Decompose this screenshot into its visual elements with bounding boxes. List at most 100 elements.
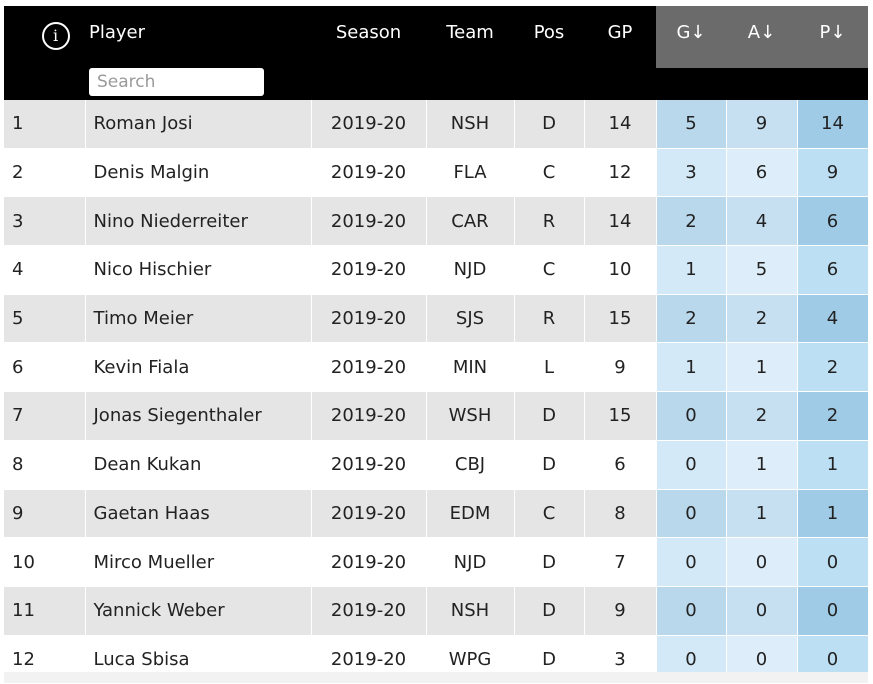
cell-assists: 0: [726, 537, 798, 587]
cell-assists: 1: [726, 342, 798, 393]
filter-cell-assists: [726, 68, 797, 100]
filter-cell-rank: [4, 68, 85, 100]
table-row: 1 Roman Josi 2019-20 NSH D 14 5 9 14: [4, 100, 869, 149]
column-header-player[interactable]: Player: [85, 6, 311, 68]
cell-season: 2019-20: [311, 489, 427, 539]
cell-rank: 5: [4, 294, 86, 344]
cell-player[interactable]: Gaetan Haas: [85, 489, 312, 539]
cell-team: SJS: [426, 294, 515, 344]
cell-goals: 2: [656, 294, 727, 344]
column-header-pos[interactable]: Pos: [514, 6, 584, 68]
table-row: 11 Yannick Weber 2019-20 NSH D 9 0 0 0: [4, 586, 869, 636]
cell-points: 2: [797, 391, 869, 441]
table-body: 1 Roman Josi 2019-20 NSH D 14 5 9 14 2 Denis Malgi…: [4, 100, 869, 684]
cell-pos: R: [514, 294, 585, 344]
cell-points: 6: [797, 196, 869, 247]
cell-season: 2019-20: [311, 342, 427, 393]
cell-pos: D: [514, 391, 585, 441]
column-header-season[interactable]: Season: [311, 6, 426, 68]
cell-pos: L: [514, 342, 585, 393]
cell-gp: 15: [584, 294, 657, 344]
cell-player[interactable]: Kevin Fiala: [85, 342, 312, 393]
cell-team: NJD: [426, 245, 515, 295]
cell-goals: 0: [656, 440, 727, 490]
cell-gp: 8: [584, 489, 657, 539]
cell-rank: 9: [4, 489, 86, 539]
table-row: 7 Jonas Siegenthaler 2019-20 WSH D 15 0 2 2: [4, 391, 869, 441]
cell-assists: 6: [726, 148, 798, 198]
cell-assists: 5: [726, 245, 798, 295]
cell-team: NJD: [426, 537, 515, 587]
cell-goals: 0: [656, 489, 727, 539]
table-row: 8 Dean Kukan 2019-20 CBJ D 6 0 1 1: [4, 440, 869, 490]
info-icon[interactable]: i: [41, 22, 70, 50]
filter-row: [4, 68, 868, 100]
cell-gp: 14: [584, 196, 657, 247]
cell-team: MIN: [426, 342, 515, 393]
cell-rank: 3: [4, 196, 86, 247]
cell-rank: 2: [4, 148, 86, 198]
cell-season: 2019-20: [311, 391, 427, 441]
cell-goals: 0: [656, 537, 727, 587]
cell-player[interactable]: Nino Niederreiter: [85, 196, 312, 247]
cell-player[interactable]: Dean Kukan: [85, 440, 312, 490]
cell-gp: 6: [584, 440, 657, 490]
cell-rank: 1: [4, 100, 86, 149]
cell-points: 1: [797, 440, 869, 490]
cell-team: NSH: [426, 586, 515, 636]
table-row: 5 Timo Meier 2019-20 SJS R 15 2 2 4: [4, 294, 869, 344]
search-input[interactable]: [89, 68, 264, 96]
cell-gp: 15: [584, 391, 657, 441]
column-header-gp[interactable]: GP: [584, 6, 656, 68]
table-row: 10 Mirco Mueller 2019-20 NJD D 7 0 0 0: [4, 537, 869, 587]
table-row: 9 Gaetan Haas 2019-20 EDM C 8 0 1 1: [4, 489, 869, 539]
cell-player[interactable]: Nico Hischier: [85, 245, 312, 295]
table-row: 6 Kevin Fiala 2019-20 MIN L 9 1 1 2: [4, 342, 869, 393]
cell-assists: 4: [726, 196, 798, 247]
cell-player[interactable]: Yannick Weber: [85, 586, 312, 636]
cell-rank: 6: [4, 342, 86, 393]
header-row: i Player Season Team Pos GP G↓: [4, 6, 868, 68]
cell-season: 2019-20: [311, 537, 427, 587]
filter-cell-points: [797, 68, 868, 100]
cell-goals: 1: [656, 245, 727, 295]
cell-player[interactable]: Mirco Mueller: [85, 537, 312, 587]
cell-pos: D: [514, 100, 585, 149]
cell-assists: 2: [726, 391, 798, 441]
cell-player[interactable]: Jonas Siegenthaler: [85, 391, 312, 441]
cell-player[interactable]: Roman Josi: [85, 100, 312, 149]
cell-rank: 11: [4, 586, 86, 636]
column-header-assists[interactable]: A↓: [726, 6, 797, 68]
cell-points: 0: [797, 537, 869, 587]
filter-cell-pos: [514, 68, 584, 100]
cell-season: 2019-20: [311, 148, 427, 198]
cell-goals: 0: [656, 586, 727, 636]
cell-pos: C: [514, 148, 585, 198]
cell-season: 2019-20: [311, 245, 427, 295]
cell-gp: 9: [584, 342, 657, 393]
cell-gp: 14: [584, 100, 657, 149]
cell-season: 2019-20: [311, 100, 427, 149]
cell-gp: 9: [584, 586, 657, 636]
cell-team: WSH: [426, 391, 515, 441]
cell-points: 14: [797, 100, 869, 149]
column-header-team[interactable]: Team: [426, 6, 514, 68]
player-stats-table: i Player Season Team Pos GP G↓: [4, 6, 869, 684]
cell-rank: 10: [4, 537, 86, 587]
cell-pos: R: [514, 196, 585, 247]
column-header-goals[interactable]: G↓: [656, 6, 726, 68]
cell-gp: 7: [584, 537, 657, 587]
cell-player[interactable]: Timo Meier: [85, 294, 312, 344]
cell-points: 0: [797, 586, 869, 636]
cell-points: 9: [797, 148, 869, 198]
cell-team: FLA: [426, 148, 515, 198]
stats-table-container: i Player Season Team Pos GP G↓: [4, 6, 869, 684]
cell-assists: 1: [726, 489, 798, 539]
cell-rank: 4: [4, 245, 86, 295]
filter-cell-gp: [584, 68, 656, 100]
cell-assists: 1: [726, 440, 798, 490]
column-header-points[interactable]: P↓: [797, 6, 868, 68]
info-header-cell: i: [4, 6, 85, 68]
cell-player[interactable]: Denis Malgin: [85, 148, 312, 198]
cell-season: 2019-20: [311, 586, 427, 636]
